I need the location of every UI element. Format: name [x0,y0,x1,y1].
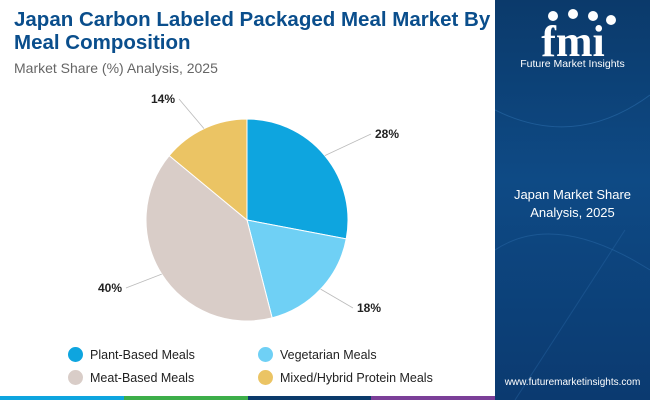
data-label: 40% [98,281,122,295]
data-label: 14% [151,92,175,106]
legend-label: Plant-Based Meals [90,347,195,362]
legend-swatch [258,347,273,362]
data-label: 28% [375,127,399,141]
legend-item: Meat-Based Meals [68,370,194,385]
pie-chart: 28% 18% 40% 14% [98,92,399,322]
pie-slice [168,118,248,222]
bottom-bar-segment [123,396,248,400]
logo-text: fmi [541,17,605,66]
legend-label: Mixed/Hybrid Protein Meals [280,370,433,385]
legend-swatch [68,347,83,362]
brand-name: Future Market Insights [520,58,625,70]
legend-label: Meat-Based Meals [90,370,195,385]
leader-line [324,133,372,156]
fmi-logo: fmi [541,9,616,66]
bottom-color-bar [0,396,495,400]
chart-title: Japan Carbon Labeled Packaged Meal Marke… [14,8,491,54]
sidebar-caption: Japan Market Share Analysis, 2025 [513,187,632,220]
leader-line [178,98,205,129]
leader-line [125,273,162,289]
legend-label: Vegetarian Meals [280,347,377,362]
legend-item: Plant-Based Meals [68,347,195,362]
pie-slice [246,118,349,240]
bottom-bar-segment [371,396,495,400]
bottom-bar-segment [0,396,124,400]
legend-swatch [68,370,83,385]
legend-swatch [258,370,273,385]
chart-subtitle: Market Share (%) Analysis, 2025 [14,60,218,76]
sidebar-panel: fmi Future Market Insights Japan Market … [495,0,650,400]
bottom-bar-segment [247,396,372,400]
pie-slice [145,154,273,322]
sidebar-decoration [495,94,650,400]
leader-line [320,288,354,309]
legend-item: Mixed/Hybrid Protein Meals [258,370,433,385]
legend-item: Vegetarian Meals [258,347,377,362]
data-label: 18% [357,301,381,315]
website-link[interactable]: www.futuremarketinsights.com [504,377,641,388]
chart-legend: Plant-Based Meals Vegetarian Meals Meat-… [56,342,456,392]
